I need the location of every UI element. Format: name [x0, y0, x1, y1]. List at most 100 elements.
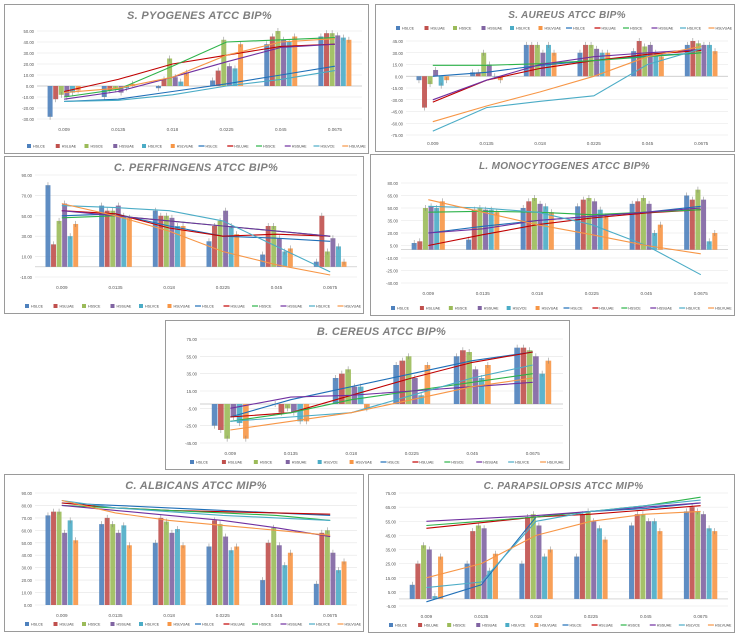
bar [260, 254, 266, 267]
bar [574, 556, 580, 599]
legend-label: HSSUAE [117, 305, 132, 309]
bar [212, 520, 217, 605]
x-tick-label: 0.0135 [108, 285, 122, 290]
chart-s-aureus: S. AUREUS ATCC BIP% -75.00 -60.00 -45.00 -30… [375, 4, 735, 152]
bar [539, 373, 545, 404]
x-tick-label: 0.0135 [479, 141, 493, 146]
bar [47, 86, 53, 117]
bar [56, 220, 62, 267]
bar [110, 524, 116, 605]
x-tick-label: 0.045 [642, 141, 654, 146]
x-tick-label: 0.0225 [587, 141, 601, 146]
bar [303, 404, 310, 422]
trend-line [61, 504, 331, 538]
bar [492, 553, 498, 599]
legend-label: HSLVCE [511, 624, 526, 628]
bar [110, 210, 116, 267]
y-tick-label: 20.00 [24, 62, 35, 67]
bar [530, 514, 536, 599]
bar [483, 209, 489, 250]
x-tick-label: 0.009 [421, 614, 433, 619]
bar [104, 517, 110, 605]
trend-line [428, 209, 701, 247]
bar [629, 525, 635, 599]
trend-line [64, 37, 335, 98]
bar [690, 41, 696, 77]
bar [523, 44, 529, 77]
bar [422, 208, 428, 250]
trend-line [61, 499, 331, 521]
chart-title: B. CEREUS ATCC BIP% [317, 326, 446, 338]
trend-line [426, 505, 701, 529]
legend-label: HSLVUAE [715, 307, 732, 311]
bar [228, 226, 234, 267]
chart-svg: L. MONOCYTOGENES ATCC BIP% -40.00 -25.00 -1… [386, 161, 732, 311]
y-tick-label: 0.00 [395, 74, 404, 79]
legend-swatch [510, 26, 514, 30]
y-tick-label: 70.00 [22, 193, 33, 198]
x-tick-label: 0.0225 [216, 285, 230, 290]
legend-swatch [170, 144, 175, 148]
legend-swatch [82, 622, 86, 626]
bar [115, 205, 121, 267]
legend-swatch [534, 623, 539, 627]
legend-swatch [82, 304, 86, 308]
legend-swatch [53, 304, 58, 308]
bar [158, 517, 164, 605]
bar [701, 44, 707, 77]
bar [701, 199, 707, 250]
bar [99, 205, 105, 267]
y-tick-label: 40.00 [22, 553, 33, 558]
bar [282, 565, 288, 605]
y-tick-label: -5.00 [187, 406, 197, 411]
legend-label: HSLUAE [228, 461, 243, 465]
chart-title-group: S. PYOGENES ATCC BIP% [127, 10, 272, 22]
bar [297, 404, 303, 422]
bar [602, 539, 608, 599]
legend-label: HSLCE [202, 305, 215, 309]
legend-label: HSSUAE [288, 305, 303, 309]
bar [543, 206, 549, 250]
bar [287, 248, 293, 267]
legend-label: HSLVCE [324, 461, 339, 465]
y-tick-label: 5.00 [388, 590, 397, 595]
bar [217, 220, 223, 267]
bar [537, 203, 543, 250]
bar [287, 552, 293, 605]
y-tick-label: 25.00 [386, 562, 397, 567]
bar [211, 404, 218, 426]
legend-label: HSLCE [31, 305, 44, 309]
trend-line [61, 205, 331, 273]
y-tick-label: 70.00 [22, 516, 33, 521]
y-tick-label: 15.00 [386, 576, 397, 581]
y-tick-label: -75.00 [391, 133, 404, 138]
trend-line [432, 45, 702, 123]
bar [271, 527, 277, 605]
bar [232, 68, 238, 86]
bar [158, 215, 164, 267]
bar [631, 51, 637, 77]
x-tick-label: 0.018 [346, 451, 358, 456]
bar [126, 217, 132, 267]
bar [217, 524, 223, 605]
legend-label: HSLCE [388, 461, 401, 465]
bar [494, 212, 500, 250]
bar [596, 528, 602, 599]
bar [64, 86, 70, 97]
legend-label: HSLUAE [424, 624, 439, 628]
x-tick-label: 0.018 [163, 285, 175, 290]
legend-label: HSSUAE [657, 624, 672, 628]
legend-label: HSLUAE [60, 305, 75, 309]
bar [411, 243, 417, 250]
trend-line [61, 504, 331, 521]
legend-label: HSSCE [451, 461, 464, 465]
legend-label: HSLVCE [145, 623, 160, 627]
bar [577, 52, 583, 77]
bar [439, 201, 445, 250]
legend-swatch [389, 623, 393, 627]
bar [330, 238, 336, 267]
bar [51, 511, 56, 605]
bar [470, 531, 476, 599]
legend-swatch [110, 304, 115, 308]
legend-swatch [190, 460, 194, 464]
